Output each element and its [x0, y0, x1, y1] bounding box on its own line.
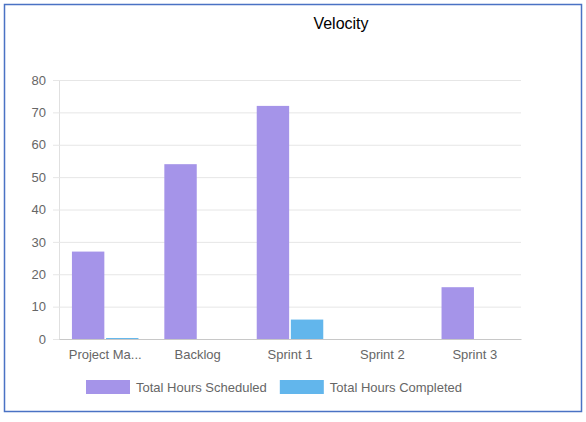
y-tick-label: 10: [32, 299, 46, 314]
title: Velocity: [313, 15, 368, 32]
series: [72, 106, 474, 339]
y-tick: 80: [32, 73, 521, 88]
x-tick-label: Sprint 2: [360, 347, 405, 362]
y-axis: 0 10 20 30 40 50 60 70 80: [32, 73, 521, 347]
frame: [5, 5, 582, 412]
legend: Total Hours Scheduled Total Hours Complet…: [86, 380, 462, 395]
x-tick: Backlog: [174, 347, 220, 362]
bar: [106, 338, 138, 339]
x-tick: Sprint 1: [268, 347, 313, 362]
bar: [442, 287, 474, 339]
bar: [383, 339, 415, 340]
y-tick-label: 70: [32, 105, 46, 120]
x-tick-label: Backlog: [174, 347, 220, 362]
x-axis-line: [60, 339, 522, 340]
bar: [476, 339, 508, 340]
bar: [164, 164, 196, 339]
series: [106, 320, 323, 339]
bar: [257, 106, 289, 339]
legend-label: Total Hours Completed: [330, 380, 462, 395]
y-tick-label: 50: [32, 170, 46, 185]
grid-line: [53, 339, 521, 340]
x-tick-label: Sprint 1: [268, 347, 313, 362]
y-tick-label: 20: [32, 267, 46, 282]
x-tick: Project Ma...: [69, 347, 142, 362]
legend-swatch: [280, 380, 324, 394]
legend-label: Total Hours Scheduled: [136, 380, 267, 395]
bar: [198, 339, 230, 340]
legend-item: Total Hours Completed: [280, 380, 462, 395]
bar: [349, 339, 381, 340]
x-tick-label: Sprint 3: [452, 347, 497, 362]
legend-item: Total Hours Scheduled: [86, 380, 267, 395]
grid-line: [53, 80, 521, 81]
legend-swatch: [86, 380, 130, 394]
y-tick-label: 60: [32, 137, 46, 152]
y-tick-label: 0: [39, 332, 46, 347]
y-tick-label: 30: [32, 235, 46, 250]
x-tick-label: Project Ma...: [69, 347, 142, 362]
y-tick-label: 40: [32, 202, 46, 217]
chart: Velocity 0 10 20 30 40 50 60 70 80 Project Ma... Ba…: [0, 0, 586, 422]
x-axis: Project Ma... Backlog Sprint 1 Sprint 2 Spri…: [60, 340, 522, 363]
bars: [72, 106, 474, 339]
bar: [72, 252, 104, 339]
x-tick: Sprint 2: [360, 347, 405, 362]
bar: [291, 320, 323, 339]
y-tick-label: 80: [32, 73, 46, 88]
x-tick: Sprint 3: [452, 347, 497, 362]
